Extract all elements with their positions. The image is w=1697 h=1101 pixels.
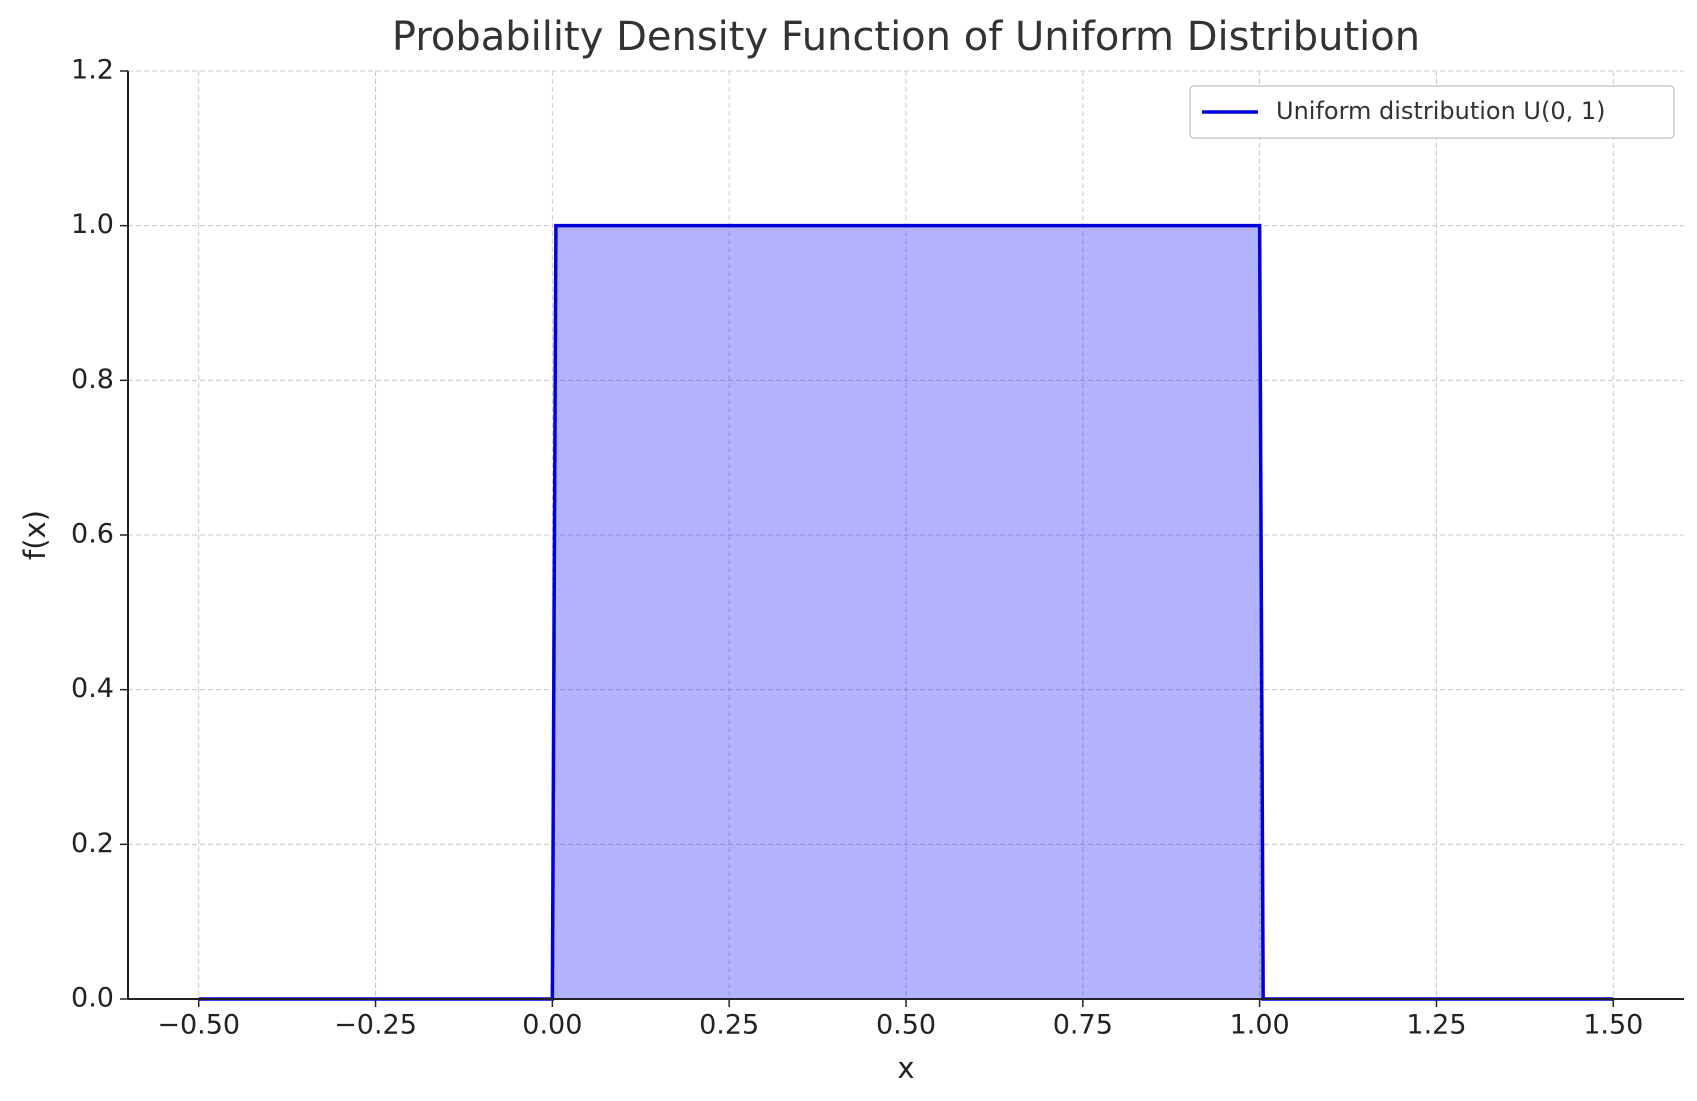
legend: Uniform distribution U(0, 1) [1189,85,1675,139]
legend-label: Uniform distribution U(0, 1) [1276,97,1606,125]
x-tick-label: 1.25 [1406,1010,1466,1041]
y-axis-label: f(x) [18,510,52,560]
y-tick-label: 0.6 [71,519,114,550]
chart-title: Probability Density Function of Uniform … [392,14,1420,60]
y-tick-label: 0.2 [71,828,114,859]
y-tick-label: 0.0 [71,983,114,1014]
x-tick-label: 0.25 [699,1010,759,1041]
y-tick-label: 0.8 [71,364,114,395]
legend-box [1189,85,1675,139]
x-axis-label: x [897,1051,914,1085]
x-tick-label: 0.50 [876,1010,936,1041]
x-tick-label: 0.75 [1053,1010,1113,1041]
y-tick-label: 1.0 [71,209,114,240]
y-tick-label: 1.2 [71,55,114,86]
x-tick-label: 1.50 [1583,1010,1643,1041]
x-tick-label: −0.25 [334,1010,417,1041]
x-tick-label: −0.50 [157,1010,240,1041]
x-tick-label: 0.00 [522,1010,582,1041]
area [198,225,1614,999]
y-tick-label: 0.4 [71,673,114,704]
x-tick-label: 1.00 [1230,1010,1290,1041]
